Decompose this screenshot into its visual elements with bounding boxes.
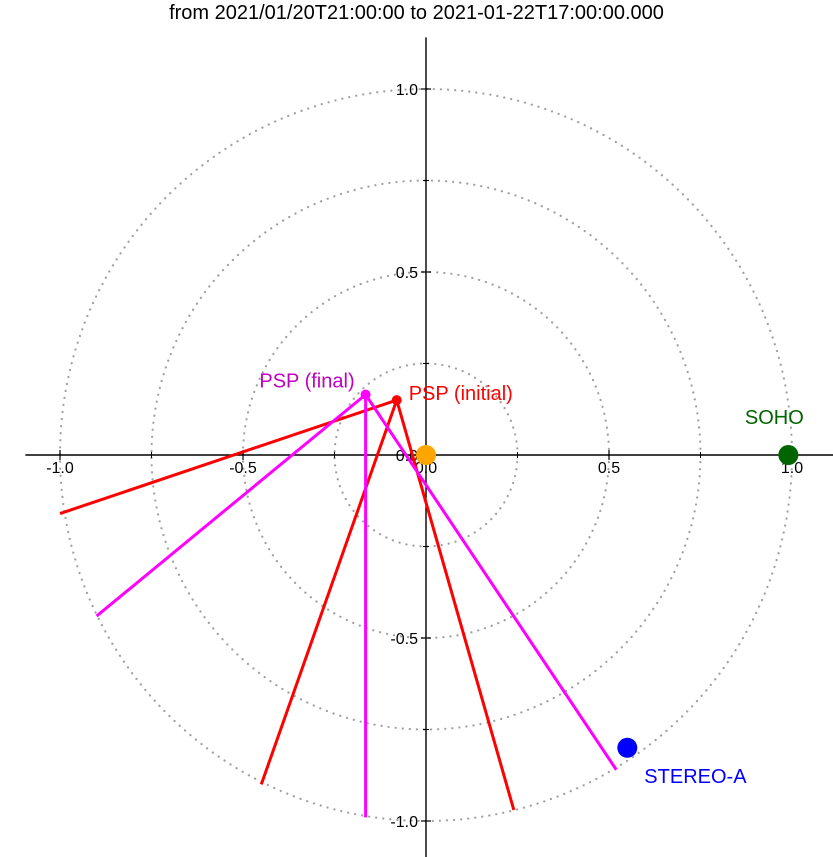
- x-tick-label: 0.0: [415, 460, 437, 477]
- y-tick-label: 0.5: [396, 265, 418, 282]
- label-psp-final: PSP (final): [259, 371, 354, 393]
- fov-line-psp-final-5: [364, 393, 618, 771]
- marker-sun: [416, 445, 436, 465]
- label-soho: SOHO: [745, 407, 804, 429]
- label-stereo-a: STEREO-A: [644, 766, 747, 788]
- fov-line-psp-initial-1: [259, 399, 399, 785]
- y-tick-label: 1.0: [396, 82, 418, 99]
- y-tick-label: -1.0: [390, 814, 418, 831]
- marker-psp-initial: [391, 395, 402, 406]
- marker-psp-final: [360, 389, 371, 400]
- fov-line-psp-initial-0: [59, 398, 398, 515]
- fov-line-psp-initial-2: [395, 399, 516, 811]
- marker-stereo-a: [617, 737, 638, 758]
- chart-title: from 2021/01/20T21:00:00 to 2021-01-22T1…: [169, 2, 664, 24]
- x-tick-label: 0.5: [598, 460, 620, 477]
- marker-soho: [778, 445, 799, 465]
- fov-line-psp-final-3: [95, 393, 367, 618]
- label-psp-initial: PSP (initial): [409, 383, 513, 405]
- y-tick-label: -0.5: [390, 631, 418, 648]
- x-tick-label: -0.5: [229, 460, 257, 477]
- x-tick-label: -1.0: [46, 460, 74, 477]
